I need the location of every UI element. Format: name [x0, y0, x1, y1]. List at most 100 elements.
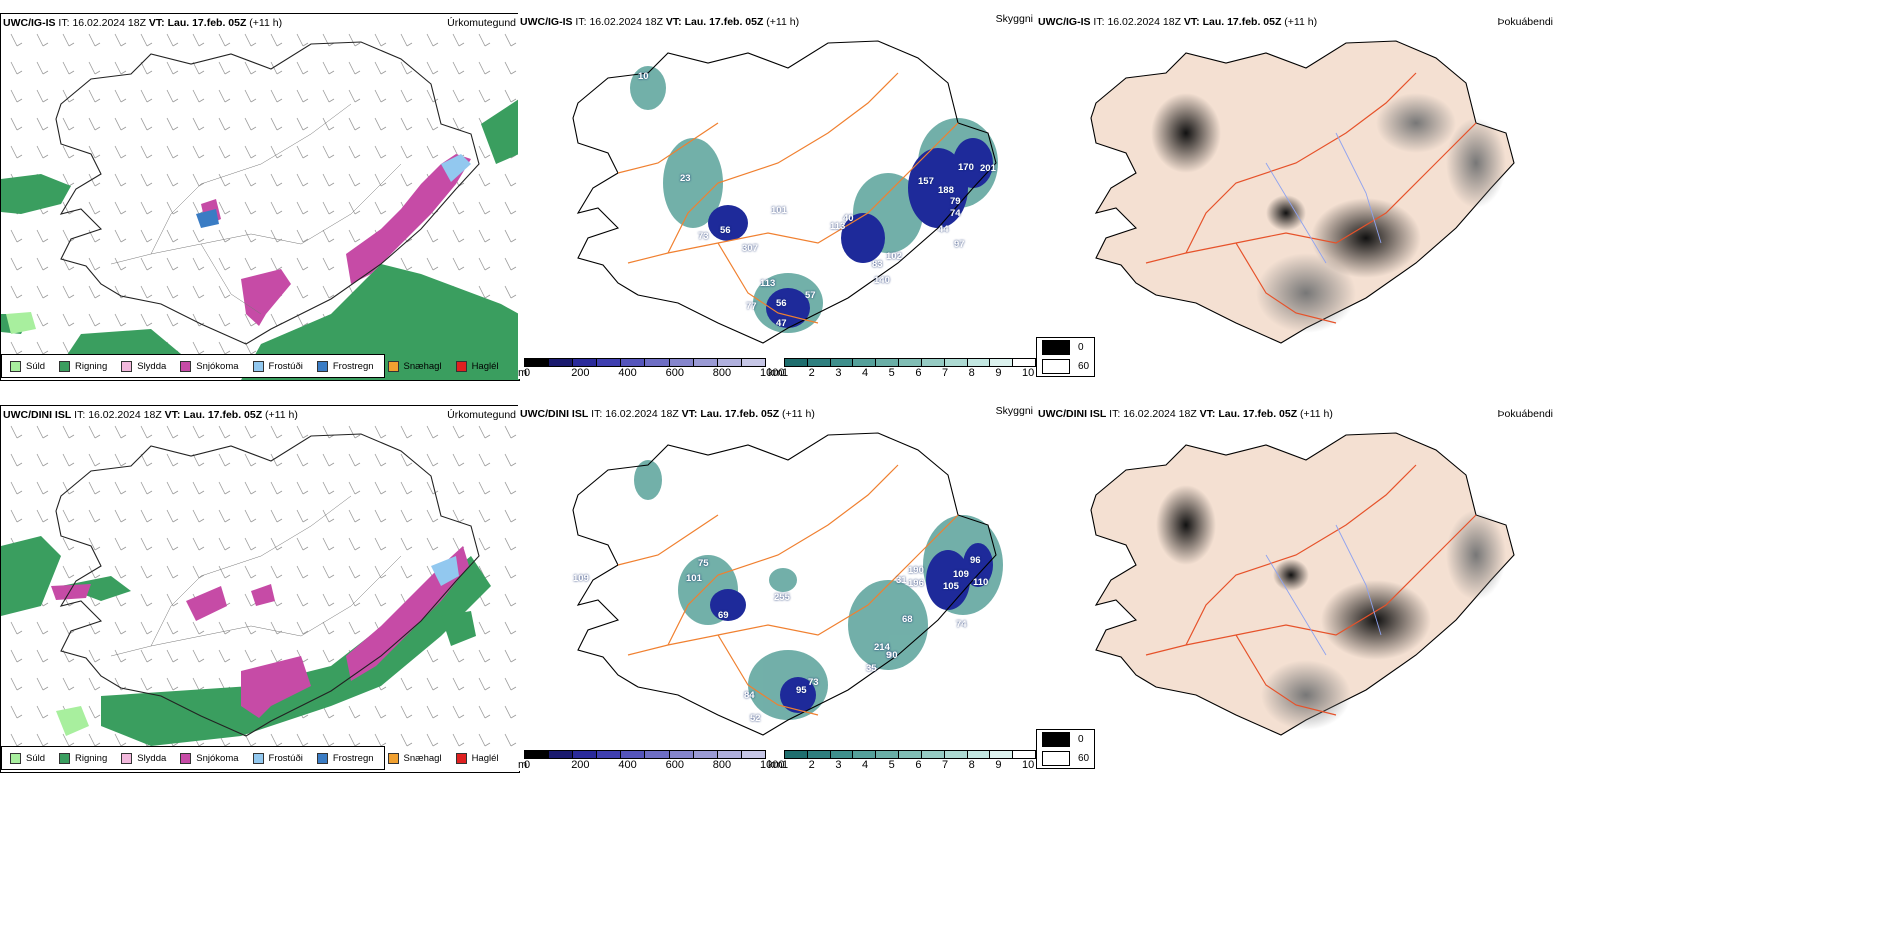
wind-barb — [478, 89, 486, 103]
init-time: 16.02.2024 18Z — [589, 16, 663, 28]
wind-barb-flag — [354, 462, 361, 467]
lead-time: (+11 h) — [782, 408, 815, 420]
legend-swatch — [316, 360, 328, 372]
wind-barb-flag — [198, 154, 205, 159]
scale-swatch — [899, 359, 922, 366]
cloud-base-label: 44 — [938, 224, 949, 235]
wind-barb-flag — [432, 742, 439, 747]
wind-barb-flag — [42, 294, 49, 299]
wind-barb — [88, 649, 96, 663]
roads — [617, 72, 959, 324]
legend-item: Snjókoma — [180, 752, 239, 764]
wind-barb — [140, 117, 148, 131]
wind-barb-flag — [276, 462, 283, 467]
wind-barb — [10, 33, 18, 47]
wind-barb — [36, 649, 44, 663]
wind-barb-flag — [68, 742, 75, 747]
wind-barb-flag — [120, 518, 127, 523]
wind-barb-flag — [68, 70, 75, 75]
init-time: 16.02.2024 18Z — [605, 408, 679, 420]
wind-barb — [270, 173, 278, 187]
wind-barb — [140, 173, 148, 187]
wind-barb-flag — [276, 546, 283, 551]
cloud-base-label: 74 — [956, 619, 967, 630]
wind-barb — [426, 453, 434, 467]
wind-barb-flag — [94, 602, 101, 607]
wind-barb — [114, 453, 122, 467]
wind-barb — [114, 229, 122, 243]
ceiling-blobs — [708, 138, 993, 328]
wind-barb — [218, 201, 226, 215]
wind-barb — [478, 481, 486, 495]
wind-barb — [114, 201, 122, 215]
wind-barb-flag — [510, 238, 517, 243]
valid-label: VT: — [665, 16, 682, 28]
wind-barb-flag — [406, 154, 413, 159]
wind-barb-flag — [328, 238, 335, 243]
wind-barb-flag — [172, 462, 179, 467]
panel-title: Úrkomutegund — [447, 409, 516, 421]
wind-barb — [270, 33, 278, 47]
legend-swatch — [455, 752, 467, 764]
wind-barb — [192, 677, 200, 691]
wind-barb-flag — [328, 70, 335, 75]
fog-legend-swatch — [1042, 340, 1070, 355]
panel-header: UWC/IG-IS IT: 16.02.2024 18Z VT: Lau. 17… — [1038, 16, 1317, 29]
valid-label: VT: — [1183, 16, 1200, 28]
wind-barb — [504, 481, 512, 495]
wind-barb — [114, 117, 122, 131]
wind-barb — [400, 117, 408, 131]
wind-barb-flag — [484, 714, 491, 719]
wind-barb — [452, 117, 460, 131]
wind-barb — [322, 33, 330, 47]
wind-barb — [478, 425, 486, 439]
legend-swatch — [121, 752, 133, 764]
wind-barb — [374, 425, 382, 439]
fog-legend-swatch — [1042, 732, 1070, 747]
wind-barb — [452, 509, 460, 523]
wind-barb-flag — [172, 434, 179, 439]
wind-barb-flag — [510, 70, 517, 75]
wind-barb — [88, 509, 96, 523]
wind-barb — [322, 145, 330, 159]
roads — [110, 103, 402, 315]
wind-barb — [478, 33, 486, 47]
wind-barb-flag — [250, 658, 257, 663]
legend-swatch — [387, 752, 399, 764]
scale-tick-label: 1000 — [760, 367, 785, 379]
wind-barb-flag — [250, 630, 257, 635]
wind-barb-flag — [94, 154, 101, 159]
wind-barb — [322, 481, 330, 495]
wind-barb-flag — [406, 686, 413, 691]
wind-barb-flag — [224, 658, 231, 663]
wind-barb — [504, 705, 512, 719]
wind-barb — [426, 145, 434, 159]
wind-barb-flag — [302, 210, 309, 215]
wind-barb — [348, 33, 356, 47]
wind-barb — [218, 285, 226, 299]
legend-item: Frostúði — [252, 360, 303, 372]
lead-time: (+11 h) — [1284, 16, 1318, 28]
cloud-base-label: 109 — [953, 569, 969, 580]
legend-swatch — [10, 752, 21, 764]
wind-barb — [452, 61, 460, 75]
wind-barb — [478, 229, 486, 243]
legend-item: Snjókoma — [180, 360, 239, 372]
cloud-base-label: 75 — [698, 558, 709, 569]
wind-barb-flag — [276, 210, 283, 215]
init-label: IT: — [1093, 16, 1105, 28]
wind-barb-flag — [276, 490, 283, 495]
wind-barb — [322, 649, 330, 663]
wind-barb-flag — [432, 658, 439, 663]
wind-barb-flag — [328, 126, 335, 131]
cloud-base-label: 110 — [973, 577, 989, 588]
wind-barb-flag — [406, 126, 413, 131]
wind-barb — [296, 33, 304, 47]
init-label: IT: — [591, 408, 603, 420]
wind-barb — [36, 733, 44, 747]
wind-barb — [374, 145, 382, 159]
scale-swatch — [899, 751, 922, 758]
scale-tick-label: 600 — [665, 759, 684, 771]
wind-barb-flag — [120, 238, 127, 243]
wind-barb — [296, 89, 304, 103]
